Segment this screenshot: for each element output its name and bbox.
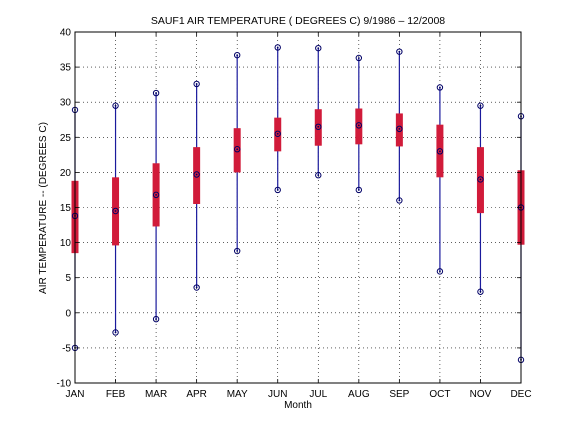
max-marker-jul <box>315 44 322 52</box>
min-marker-dot-nov <box>479 290 482 293</box>
x-tick-label: NOV <box>470 389 492 400</box>
median-marker-dot-oct <box>439 150 441 153</box>
data-layer <box>71 44 525 364</box>
x-tick-label: JUN <box>268 389 287 400</box>
median-marker-mar <box>152 191 160 199</box>
y-tick-label: 35 <box>60 63 72 74</box>
x-tick-label: AUG <box>348 389 370 400</box>
max-marker-dot-nov <box>479 104 482 107</box>
max-marker-aug <box>355 54 363 62</box>
median-marker-dot-nov <box>479 178 482 181</box>
min-marker-dot-mar <box>155 318 157 321</box>
grid-layer <box>75 32 521 383</box>
min-marker-dot-aug <box>357 189 360 191</box>
min-marker-nov <box>477 288 484 295</box>
y-tick-label: 20 <box>60 168 72 179</box>
max-marker-sep <box>396 48 403 55</box>
median-marker-aug <box>355 122 363 129</box>
max-marker-jun <box>274 44 281 51</box>
max-marker-may <box>233 51 241 59</box>
min-marker-dot-sep <box>398 199 401 202</box>
y-tick-label: 10 <box>60 238 72 249</box>
tick-layer: -10 -5 0 5 10 15 20 25 30 35 40 JAN FEB MAR APR MAY JUN J… <box>57 28 532 401</box>
y-tick-label: 0 <box>65 308 71 319</box>
min-marker-dot-feb <box>114 331 117 334</box>
x-tick-label: APR <box>186 389 207 400</box>
max-marker-dot-jun <box>276 46 279 49</box>
median-marker-apr <box>193 171 200 178</box>
x-tick-label: SEP <box>389 389 409 400</box>
max-marker-dot-jul <box>317 47 320 50</box>
min-marker-dot-jul <box>317 174 320 177</box>
min-marker-jun <box>274 186 281 194</box>
median-marker-dot-mar <box>155 193 157 196</box>
median-marker-dot-may <box>236 148 239 151</box>
chart-title: SAUF1 AIR TEMPERATURE ( DEGREES C) 9/198… <box>151 15 445 27</box>
box-aug <box>355 108 363 145</box>
max-marker-nov <box>477 102 484 109</box>
max-marker-dot-apr <box>195 83 198 85</box>
min-marker-dot-may <box>236 250 239 252</box>
median-marker-jul <box>315 123 322 130</box>
x-tick-label: JAN <box>66 389 85 400</box>
median-marker-sep <box>396 125 403 133</box>
median-marker-dot-sep <box>398 127 401 130</box>
median-marker-dot-feb <box>114 210 117 212</box>
y-tick-label: 15 <box>60 203 72 214</box>
x-tick-label: JUL <box>309 389 327 400</box>
median-marker-feb <box>112 207 119 215</box>
median-marker-dot-jun <box>276 132 279 135</box>
max-marker-apr <box>193 80 200 88</box>
min-marker-oct <box>436 268 444 275</box>
plot-frame <box>74 31 522 384</box>
min-marker-dot-oct <box>439 270 441 273</box>
min-marker-apr <box>193 284 200 291</box>
median-marker-nov <box>477 176 484 183</box>
x-tick-label: FEB <box>106 389 126 400</box>
max-marker-dot-aug <box>357 57 360 59</box>
min-marker-dot-jun <box>276 189 279 191</box>
median-marker-jun <box>274 130 281 137</box>
y-axis-label: AIR TEMPERATURE -- (DEGREES C) <box>38 122 49 294</box>
median-marker-dot-jul <box>317 125 320 128</box>
max-marker-dot-may <box>236 54 239 57</box>
median-marker-oct <box>436 148 444 155</box>
min-marker-feb <box>112 329 119 336</box>
max-marker-dot-feb <box>114 104 117 107</box>
max-marker-dot-oct <box>439 86 441 89</box>
box-sep <box>395 113 403 147</box>
median-marker-dot-aug <box>357 124 360 127</box>
min-marker-aug <box>355 186 363 194</box>
min-marker-mar <box>152 315 160 323</box>
y-tick-label: -5 <box>62 343 71 354</box>
max-marker-dot-mar <box>155 92 157 94</box>
min-marker-sep <box>396 197 403 204</box>
min-marker-dot-apr <box>195 286 198 289</box>
y-tick-label: -10 <box>57 379 72 390</box>
max-marker-dot-sep <box>398 50 401 53</box>
median-marker-dot-apr <box>195 173 198 176</box>
max-marker-feb <box>112 102 119 109</box>
x-tick-label: MAR <box>145 389 167 400</box>
x-tick-label: OCT <box>429 389 450 400</box>
box-apr <box>193 147 201 204</box>
y-tick-label: 40 <box>60 28 72 39</box>
x-tick-label: DEC <box>510 389 531 400</box>
median-marker-may <box>233 146 241 153</box>
min-marker-may <box>233 247 241 255</box>
box-may <box>233 128 241 173</box>
y-tick-label: 25 <box>60 133 72 144</box>
y-tick-label: 5 <box>65 273 71 284</box>
x-axis-label: Month <box>284 400 312 411</box>
min-marker-jul <box>315 172 322 179</box>
max-marker-mar <box>152 89 160 97</box>
max-marker-oct <box>436 84 444 91</box>
x-tick-label: MAY <box>227 389 248 400</box>
y-tick-label: 30 <box>60 98 72 109</box>
